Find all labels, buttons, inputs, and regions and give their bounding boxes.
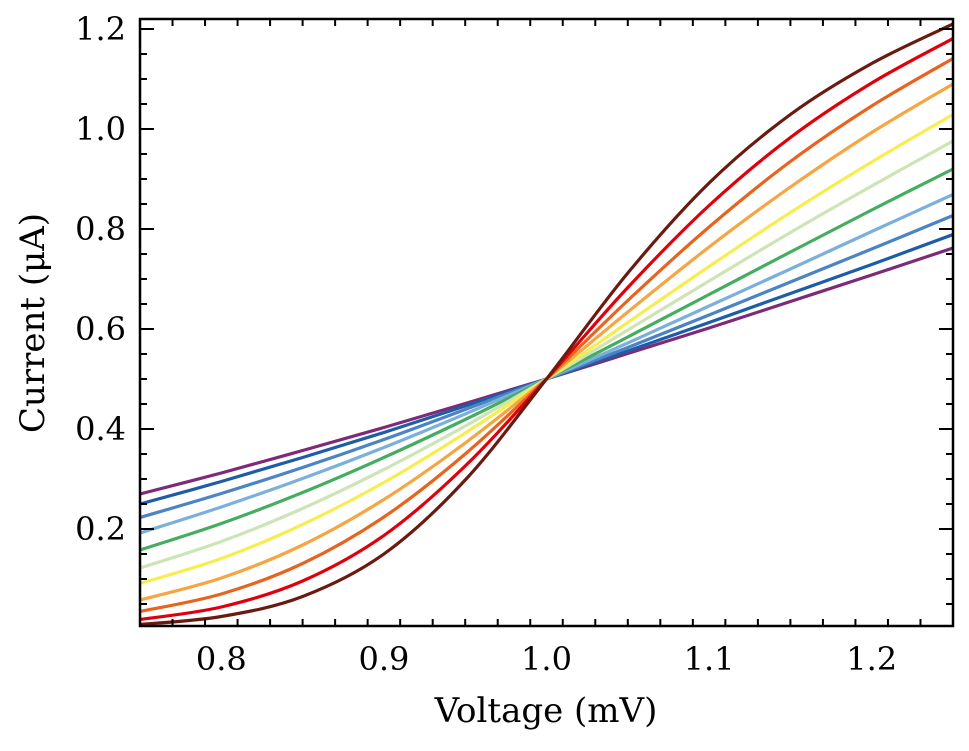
x-axis-label: Voltage (mV)	[434, 691, 658, 731]
series-line-8	[140, 82, 953, 602]
y-tick-label: 0.6	[75, 310, 126, 348]
x-tick-label: 1.1	[684, 640, 735, 678]
plot-frame	[138, 17, 955, 628]
series-lines	[140, 22, 953, 626]
y-tick-label: 1.0	[75, 110, 126, 148]
x-tick-label: 0.8	[196, 640, 247, 678]
series-line-7	[140, 113, 953, 586]
y-tick-label: 0.2	[75, 510, 126, 548]
series-line-1	[140, 246, 953, 496]
y-axis-label: Current (μA)	[13, 213, 53, 433]
x-tick-labels: 0.8 0.9 1.0 1.1 1.2	[196, 640, 897, 678]
series-line-9	[140, 57, 953, 614]
y-tick-label: 0.4	[75, 410, 126, 448]
series-line-2	[140, 232, 953, 506]
y-tick-labels: 0.2 0.4 0.6 0.8 1.0 1.2	[75, 10, 126, 548]
x-tick-label: 1.2	[846, 640, 897, 678]
x-tick-label: 0.9	[358, 640, 409, 678]
series-line-10	[140, 37, 953, 622]
y-tick-label: 0.8	[75, 210, 126, 248]
series-line-3	[140, 214, 953, 520]
axis-ticks	[139, 19, 954, 626]
series-line-11	[140, 22, 953, 626]
series-line-6	[140, 139, 953, 570]
x-tick-label: 1.0	[521, 640, 572, 678]
y-tick-label: 1.2	[75, 10, 126, 48]
